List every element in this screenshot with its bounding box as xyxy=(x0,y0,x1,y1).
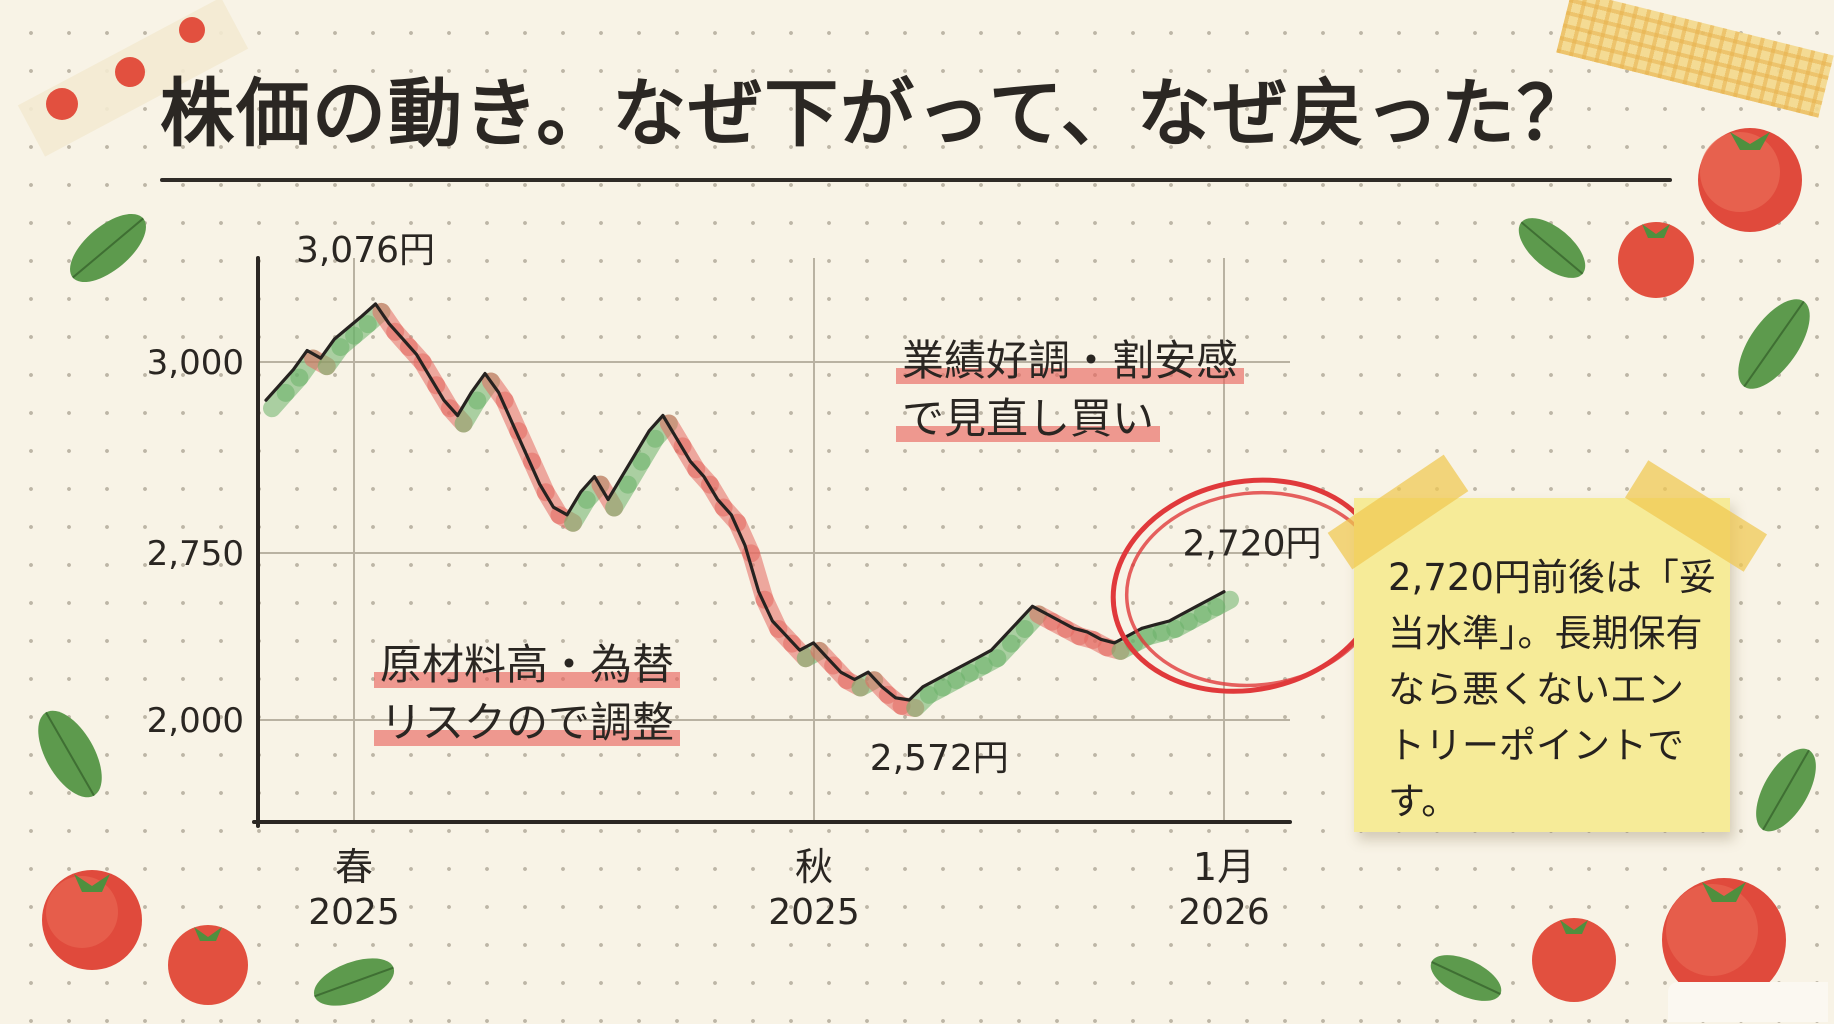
tomato-icon xyxy=(1698,128,1802,232)
series-line xyxy=(264,302,1226,702)
drop-reason-line-2: リスクので調整 xyxy=(374,694,681,752)
x-tick-label: 1月 xyxy=(1193,845,1255,889)
note-text: 2,720円前後は「妥当水準」。長期保有なら悪くないエントリーポイントです。 xyxy=(1388,556,1716,823)
decorations xyxy=(38,17,1816,1006)
data-label: 2,572円 xyxy=(870,738,1009,779)
tomato-icon xyxy=(1662,878,1786,1002)
tomato-icon xyxy=(179,17,205,43)
tomato-icon xyxy=(46,88,78,120)
rebound-reason-annotation: 業績好調・割安感 で見直し買い xyxy=(896,332,1245,448)
x-tick-year-label: 2025 xyxy=(308,892,400,933)
basil-leaf-icon xyxy=(313,958,395,1006)
corner-card xyxy=(1668,982,1828,1022)
rebound-reason-line-2: で見直し買い xyxy=(896,390,1161,448)
x-tick-label: 春 xyxy=(335,845,373,889)
tomato-icon xyxy=(168,925,248,1005)
tomato-icon xyxy=(42,870,142,970)
drop-reason-annotation: 原材料高・為替 リスクので調整 xyxy=(374,636,681,752)
y-tick-label: 3,000 xyxy=(147,343,244,383)
drop-reason-line-1: 原材料高・為替 xyxy=(374,636,681,694)
basil-leaf-icon xyxy=(1518,218,1586,278)
data-label: 2,720円 xyxy=(1182,524,1321,565)
basil-leaf-icon xyxy=(38,710,102,798)
y-tick-label: 2,750 xyxy=(147,534,244,574)
basil-leaf-icon xyxy=(1430,955,1502,1001)
title-underline xyxy=(160,178,1672,182)
tomato-icon xyxy=(1532,918,1616,1002)
basil-leaf-icon xyxy=(1756,748,1816,832)
tomato-icon xyxy=(115,57,145,87)
data-labels: 3,076円 2,572円 2,720円 xyxy=(296,230,1322,779)
data-label: 3,076円 xyxy=(296,230,435,271)
glow-segment xyxy=(1207,590,1239,617)
page-title: 株価の動き。なぜ下がって、なぜ戻った？ xyxy=(160,71,1593,157)
y-tick-label: 2,000 xyxy=(147,701,244,741)
sticky-note: 2,720円前後は「妥当水準」。長期保有なら悪くないエントリーポイントです。 xyxy=(1327,454,1768,832)
series-lines xyxy=(264,302,1226,702)
x-tick-label: 秋 xyxy=(795,845,833,889)
x-tick-year-label: 2026 xyxy=(1178,892,1270,933)
tomato-icon xyxy=(1618,222,1694,298)
basil-leaf-icon xyxy=(1738,299,1810,389)
chart-axes xyxy=(252,256,1292,828)
x-tick-year-label: 2025 xyxy=(768,892,860,933)
rebound-reason-line-1: 業績好調・割安感 xyxy=(896,332,1245,390)
basil-leaf-icon xyxy=(70,213,146,283)
